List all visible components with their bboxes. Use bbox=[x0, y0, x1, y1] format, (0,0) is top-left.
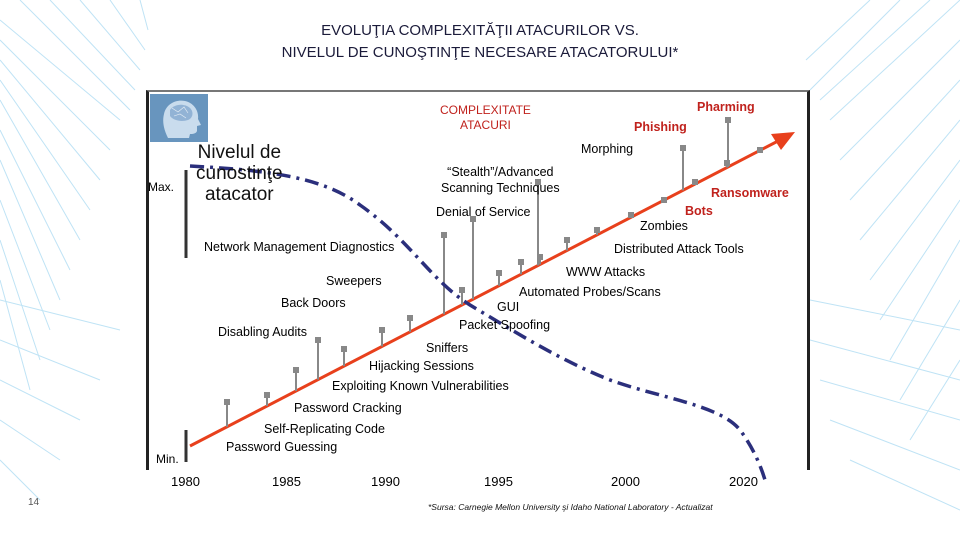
attack-label-exploiting-known-vulnerabilities: Exploiting Known Vulnerabilities bbox=[332, 379, 509, 393]
attack-label-self-replicating-code: Self-Replicating Code bbox=[264, 422, 385, 436]
attack-label-password-guessing: Password Guessing bbox=[226, 440, 338, 454]
attack-marker bbox=[459, 287, 465, 293]
attack-label-phishing: Phishing bbox=[634, 120, 687, 134]
year-label-2000: 2000 bbox=[611, 474, 640, 489]
year-label-1980: 1980 bbox=[171, 474, 200, 489]
attack-label-pharming: Pharming bbox=[697, 100, 755, 114]
source-note: *Sursa: Carnegie Mellon University şi Id… bbox=[428, 502, 713, 512]
year-label-1995: 1995 bbox=[484, 474, 513, 489]
attack-marker bbox=[315, 337, 321, 343]
attack-label-gui: GUI bbox=[497, 300, 520, 314]
attack-marker bbox=[293, 367, 299, 373]
knowledge-trend-line bbox=[189, 164, 767, 481]
attack-marker bbox=[264, 392, 270, 398]
attack-label-distributed-attack-tools: Distributed Attack Tools bbox=[614, 242, 744, 256]
attack-marker bbox=[725, 117, 731, 123]
page-number: 14 bbox=[28, 497, 40, 508]
attack-marker bbox=[407, 315, 413, 321]
attack-label-stealth-scanning: “Stealth”/Advanced Scanning Techniques bbox=[441, 165, 560, 195]
attack-label-hijacking-sessions: Hijacking Sessions bbox=[369, 359, 474, 373]
attack-label-sniffers: Sniffers bbox=[426, 341, 469, 355]
attack-label-bots: Bots bbox=[685, 204, 713, 218]
attack-marker bbox=[224, 399, 230, 405]
brain-head-image bbox=[150, 94, 208, 142]
attack-label-network-management-diagnostics: Network Management Diagnostics bbox=[204, 240, 395, 254]
attack-marker bbox=[535, 179, 541, 185]
complexity-trend-line bbox=[189, 138, 781, 448]
y-axis-min-label: Min. bbox=[156, 452, 179, 466]
title-line-1: EVOLUŢIA COMPLEXITĂŢII ATACURILOR VS. bbox=[321, 22, 639, 39]
attack-marker bbox=[341, 346, 347, 352]
year-label-2020: 2020 bbox=[729, 474, 758, 489]
attack-marker bbox=[594, 227, 600, 233]
attack-label-denial-of-service: Denial of Service bbox=[436, 205, 531, 219]
attack-marker bbox=[537, 254, 543, 260]
attack-marker bbox=[470, 216, 476, 222]
year-label-1990: 1990 bbox=[371, 474, 400, 489]
attack-label-disabling-audits: Disabling Audits bbox=[218, 325, 307, 339]
attack-marker bbox=[628, 212, 634, 218]
attack-marker bbox=[518, 259, 524, 265]
attack-marker bbox=[661, 197, 667, 203]
attack-label-sweepers: Sweepers bbox=[326, 274, 382, 288]
year-label-1985: 1985 bbox=[272, 474, 301, 489]
attack-label-back-doors: Back Doors bbox=[281, 296, 346, 310]
complexity-series-label: COMPLEXITATE ATACURI bbox=[440, 103, 531, 132]
title-line-2: NIVELUL DE CUNOŞTINŢE NECESARE ATACATORU… bbox=[281, 44, 679, 61]
y-axis-max-label: Max. bbox=[148, 180, 175, 194]
attack-marker bbox=[692, 179, 698, 185]
knowledge-series-label: Nivelul de cunostinţe atacator bbox=[196, 142, 283, 205]
attack-marker bbox=[496, 270, 502, 276]
attack-label-automated-probes: Automated Probes/Scans bbox=[519, 285, 661, 299]
complexity-arrow-head bbox=[771, 132, 795, 150]
attack-label-password-cracking: Password Cracking bbox=[294, 401, 402, 415]
attack-label-zombies: Zombies bbox=[640, 219, 688, 233]
attack-label-morphing: Morphing bbox=[581, 142, 634, 156]
attack-label-ransomware: Ransomware bbox=[711, 186, 789, 200]
attack-marker bbox=[379, 327, 385, 333]
attack-marker bbox=[757, 147, 763, 153]
attack-label-www-attacks: WWW Attacks bbox=[566, 265, 646, 279]
slide-title: EVOLUŢIA COMPLEXITĂŢII ATACURILOR VS. NI… bbox=[0, 20, 960, 64]
attack-label-packet-spoofing: Packet Spoofing bbox=[459, 318, 551, 332]
attack-marker bbox=[441, 232, 447, 238]
attack-marker bbox=[680, 145, 686, 151]
attack-marker bbox=[564, 237, 570, 243]
chart-frame bbox=[146, 90, 810, 470]
